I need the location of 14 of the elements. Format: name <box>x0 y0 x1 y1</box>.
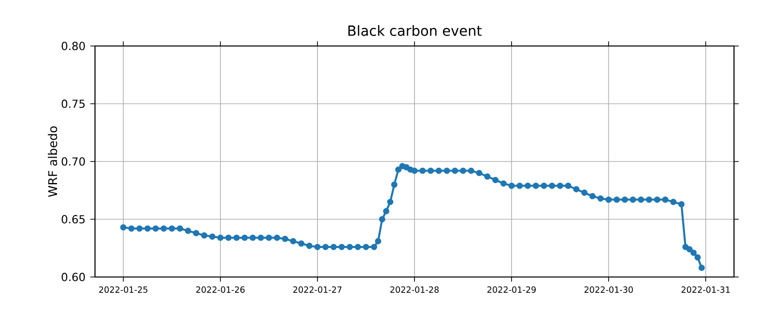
x-tick-label: 2022-01-27 <box>293 286 342 293</box>
y-tick-label: 0.65 <box>62 215 85 224</box>
y-tick-label: 0.60 <box>62 272 85 282</box>
x-tick-label: 2022-01-31 <box>682 286 730 293</box>
y-tick-label: 0.75 <box>62 100 85 108</box>
y-tick-label: 0.70 <box>62 157 85 166</box>
x-tick-label: 2022-01-25 <box>99 286 148 293</box>
y-axis-title: WRF albedo <box>48 126 58 197</box>
x-tick-label: 2022-01-26 <box>196 286 245 293</box>
x-tick-label: 2022-01-30 <box>584 286 633 293</box>
x-tick-label: 2022-01-29 <box>487 286 536 293</box>
x-tick-label: 2022-01-28 <box>390 286 439 293</box>
chart-title: Black carbon event <box>348 25 482 36</box>
y-tick-label: 0.80 <box>62 42 85 50</box>
